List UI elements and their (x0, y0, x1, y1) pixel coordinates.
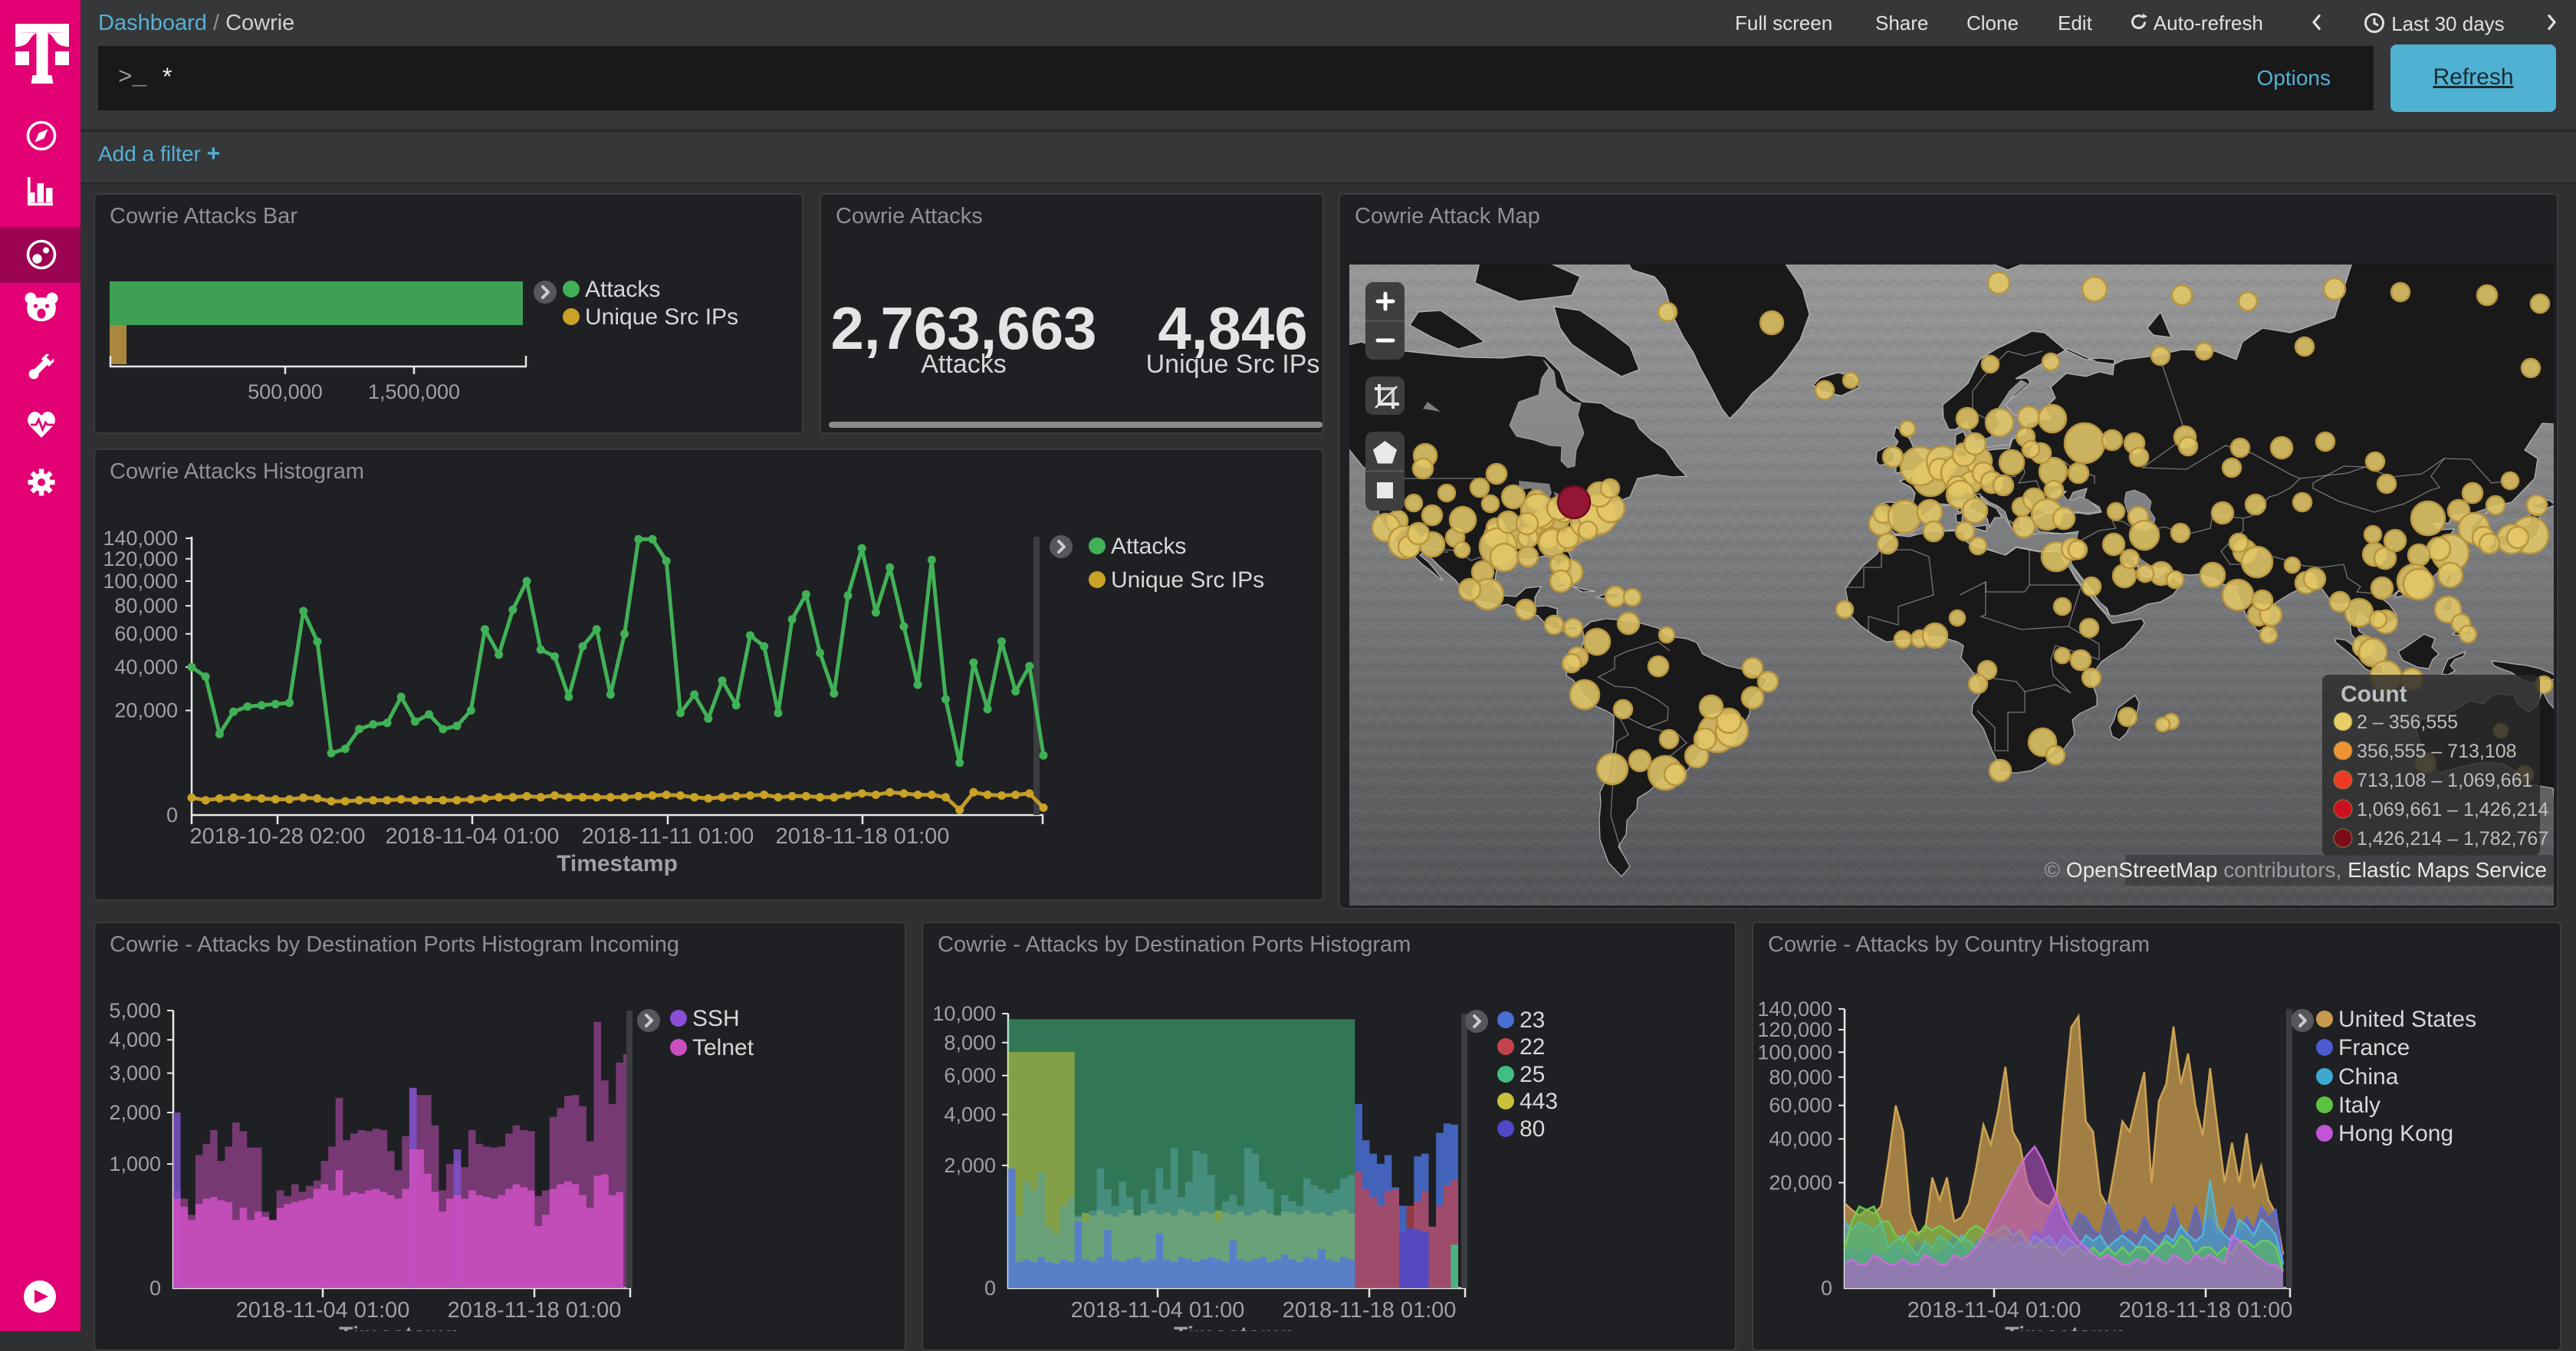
svg-text:1,069,661 – 1,426,214: 1,069,661 – 1,426,214 (2357, 799, 2548, 820)
svg-text:3,000: 3,000 (109, 1062, 161, 1085)
svg-text:2018-11-18 01:00: 2018-11-18 01:00 (448, 1298, 622, 1323)
svg-text:2018-11-04 01:00: 2018-11-04 01:00 (1071, 1298, 1245, 1323)
svg-text:Count: Count (2341, 682, 2407, 707)
svg-text:2018-11-18 01:00: 2018-11-18 01:00 (2119, 1298, 2293, 1323)
svg-text:140,000: 140,000 (1757, 998, 1832, 1021)
svg-text:Hong Kong: Hong Kong (2338, 1121, 2453, 1146)
svg-text:23: 23 (1520, 1007, 1545, 1033)
svg-text:8,000: 8,000 (944, 1031, 996, 1054)
svg-text:6,000: 6,000 (944, 1064, 996, 1087)
svg-text:SSH: SSH (692, 1006, 740, 1031)
svg-text:United States: United States (2338, 1007, 2476, 1032)
svg-text:22: 22 (1520, 1034, 1545, 1060)
svg-text:Attacks: Attacks (585, 277, 660, 302)
svg-text:4,846: 4,846 (1158, 294, 1307, 362)
svg-text:2018-10-28 02:00: 2018-10-28 02:00 (190, 824, 366, 849)
svg-text:4,000: 4,000 (944, 1103, 996, 1126)
svg-text:140,000: 140,000 (103, 527, 178, 550)
svg-text:20,000: 20,000 (1769, 1171, 1832, 1194)
svg-text:100,000: 100,000 (103, 570, 178, 593)
svg-text:60,000: 60,000 (1769, 1094, 1832, 1117)
svg-text:713,108 – 1,069,661: 713,108 – 1,069,661 (2357, 770, 2532, 791)
svg-text:© OpenStreetMap contributors,: © OpenStreetMap contributors, Elastic Ma… (2044, 858, 2547, 882)
svg-text:100,000: 100,000 (1757, 1040, 1832, 1063)
svg-text:80,000: 80,000 (114, 594, 178, 617)
svg-text:2018-11-11 01:00: 2018-11-11 01:00 (582, 824, 754, 849)
svg-text:2018-11-04 01:00: 2018-11-04 01:00 (386, 824, 560, 849)
svg-text:0: 0 (150, 1277, 161, 1300)
svg-text:20,000: 20,000 (114, 699, 178, 722)
svg-text:Attacks: Attacks (921, 350, 1006, 379)
svg-text:Timestamp: Timestamp (557, 851, 678, 876)
svg-text:2018-11-18 01:00: 2018-11-18 01:00 (776, 824, 950, 849)
svg-text:0: 0 (984, 1277, 996, 1300)
svg-text:2,763,663: 2,763,663 (830, 294, 1096, 362)
svg-text:4,000: 4,000 (109, 1028, 161, 1051)
svg-text:2018-11-04 01:00: 2018-11-04 01:00 (1907, 1298, 2082, 1323)
svg-text:40,000: 40,000 (114, 656, 178, 679)
svg-text:10,000: 10,000 (932, 1002, 996, 1025)
svg-text:0: 0 (166, 804, 178, 827)
svg-text:2018-11-04 01:00: 2018-11-04 01:00 (236, 1298, 410, 1323)
svg-text:Timestamp: Timestamp (1174, 1323, 1295, 1331)
svg-text:2018-11-18 01:00: 2018-11-18 01:00 (1283, 1298, 1457, 1323)
svg-text:80: 80 (1520, 1116, 1545, 1142)
svg-text:25: 25 (1520, 1062, 1545, 1087)
svg-text:Unique Src IPs: Unique Src IPs (1111, 567, 1264, 593)
svg-text:0: 0 (1821, 1277, 1832, 1300)
svg-text:1,500,000: 1,500,000 (368, 380, 460, 403)
svg-text:60,000: 60,000 (114, 623, 178, 646)
svg-text:443: 443 (1520, 1089, 1558, 1114)
svg-text:Telnet: Telnet (692, 1035, 754, 1060)
svg-text:China: China (2338, 1064, 2399, 1090)
svg-text:1,426,214 – 1,782,767: 1,426,214 – 1,782,767 (2357, 828, 2548, 850)
svg-text:80,000: 80,000 (1769, 1066, 1832, 1089)
svg-text:1,000: 1,000 (109, 1152, 161, 1175)
svg-text:Timestamp: Timestamp (339, 1323, 460, 1331)
svg-text:356,555 – 713,108: 356,555 – 713,108 (2357, 741, 2517, 762)
svg-text:Italy: Italy (2338, 1093, 2380, 1118)
svg-text:40,000: 40,000 (1769, 1127, 1832, 1150)
svg-text:120,000: 120,000 (1757, 1018, 1832, 1041)
svg-text:Timestamp: Timestamp (2005, 1323, 2126, 1331)
svg-text:France: France (2338, 1035, 2410, 1060)
svg-text:2,000: 2,000 (109, 1101, 161, 1124)
svg-text:Unique Src IPs: Unique Src IPs (1146, 350, 1320, 379)
svg-text:5,000: 5,000 (109, 999, 161, 1022)
svg-text:2,000: 2,000 (944, 1154, 996, 1177)
svg-text:Unique Src IPs: Unique Src IPs (585, 304, 738, 330)
svg-text:120,000: 120,000 (103, 547, 178, 570)
svg-text:500,000: 500,000 (248, 380, 323, 403)
svg-text:2 – 356,555: 2 – 356,555 (2357, 712, 2458, 733)
svg-text:Attacks: Attacks (1111, 534, 1186, 559)
